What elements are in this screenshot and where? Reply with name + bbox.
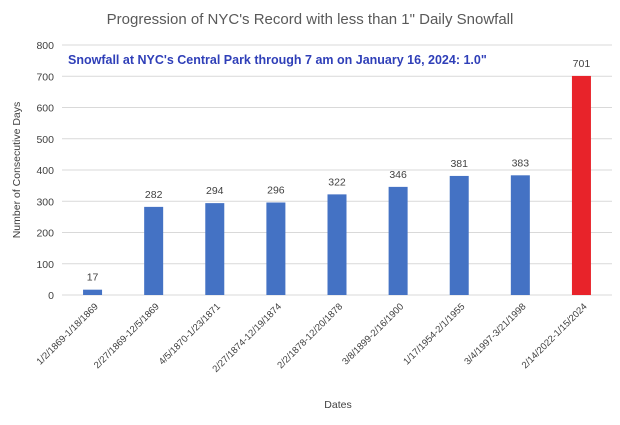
x-tick-label: 3/4/1997-3/21/1998	[462, 301, 528, 367]
y-tick-label: 500	[36, 134, 54, 146]
data-label: 346	[389, 169, 407, 181]
y-axis-ticks: 0 100 200 300 400 500 600 700 800	[36, 40, 54, 302]
bar	[510, 175, 530, 295]
x-tick-label: 2/27/1869-12/5/1869	[92, 301, 162, 371]
x-tick-label: 4/5/1870-1/23/1871	[157, 301, 223, 367]
data-label: 294	[206, 185, 224, 197]
bar	[388, 186, 408, 295]
bar	[266, 202, 286, 295]
y-tick-label: 100	[36, 259, 54, 271]
y-tick-label: 200	[36, 228, 54, 240]
data-label: 701	[573, 58, 591, 70]
chart-annotation: Snowfall at NYC's Central Park through 7…	[68, 53, 487, 67]
y-axis-label: Number of Consecutive Days	[11, 102, 23, 239]
x-tick-label: 2/14/2022-1/15/2024	[520, 301, 590, 371]
bars	[83, 75, 591, 295]
y-tick-label: 600	[36, 103, 54, 115]
data-label: 381	[450, 158, 468, 170]
y-tick-label: 700	[36, 71, 54, 83]
y-tick-label: 0	[48, 290, 54, 302]
bar	[83, 289, 103, 295]
x-axis-ticks: 1/2/1869-1/18/18692/27/1869-12/5/18694/5…	[35, 301, 590, 375]
data-label: 383	[512, 157, 530, 169]
bar	[571, 75, 591, 295]
x-axis-label: Dates	[324, 399, 351, 411]
y-tick-label: 400	[36, 165, 54, 177]
data-label: 322	[328, 176, 346, 188]
data-label: 17	[87, 272, 99, 284]
y-tick-label: 300	[36, 196, 54, 208]
bar	[449, 175, 469, 295]
x-tick-label: 3/8/1899-2/16/1900	[340, 301, 406, 367]
data-label: 282	[145, 189, 163, 201]
y-tick-label: 800	[36, 40, 54, 52]
chart-title: Progression of NYC's Record with less th…	[107, 11, 514, 28]
bar	[144, 206, 164, 295]
bar	[327, 194, 347, 295]
data-labels: 17 282 294 296 322 346 381 383 701	[87, 58, 591, 284]
x-tick-label: 2/2/1878-12/20/1878	[275, 301, 345, 371]
x-tick-label: 2/27/1874-12/19/1874	[210, 301, 284, 375]
x-tick-label: 1/17/1954-2/1/1955	[401, 301, 467, 367]
data-label: 296	[267, 185, 285, 197]
bar	[205, 203, 225, 295]
x-tick-label: 1/2/1869-1/18/1869	[35, 301, 101, 367]
